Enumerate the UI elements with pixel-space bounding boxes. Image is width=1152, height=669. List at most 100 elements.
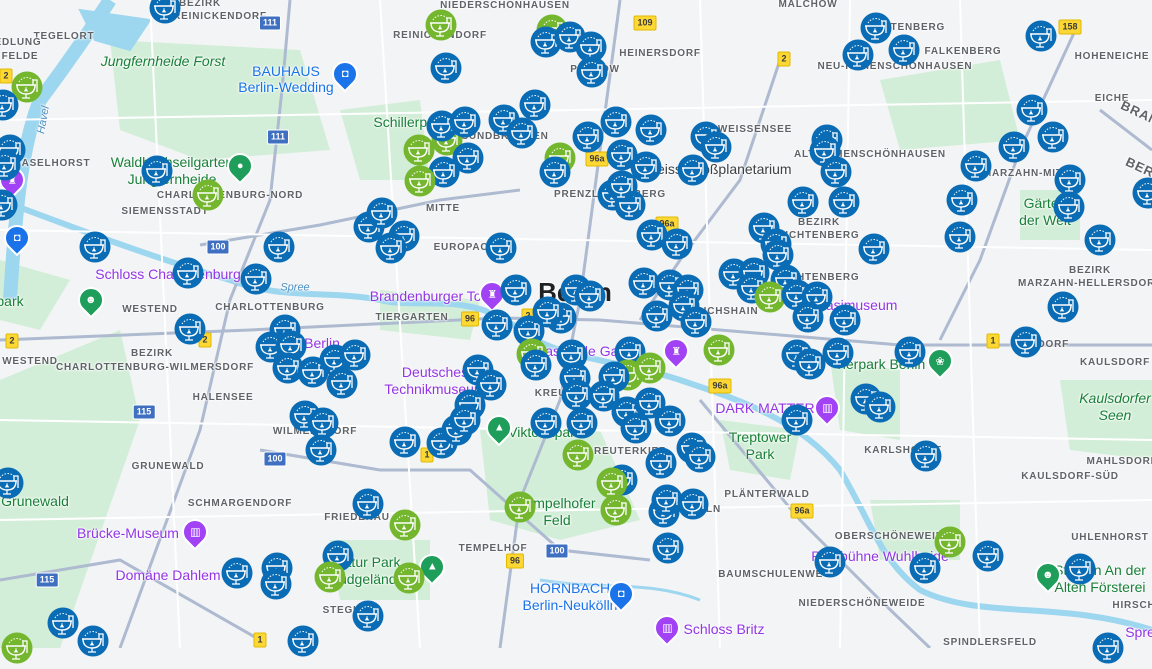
fountain-marker-blue[interactable] xyxy=(352,488,384,520)
poi-label[interactable]: Zeiss-Großplanetarium xyxy=(648,162,791,176)
fountain-marker-blue[interactable] xyxy=(822,337,854,369)
fountain-marker-blue[interactable] xyxy=(641,300,673,332)
park-label[interactable]: Feld xyxy=(543,513,570,527)
fountain-marker-blue[interactable] xyxy=(677,488,709,520)
fountain-marker-blue[interactable] xyxy=(532,296,564,328)
fountain-marker-blue[interactable] xyxy=(240,263,272,295)
fountain-marker-blue[interactable] xyxy=(430,52,462,84)
poi-label[interactable]: Berlin-Neukölln xyxy=(523,598,618,612)
fountain-marker-blue[interactable] xyxy=(0,467,24,499)
fountain-marker-blue[interactable] xyxy=(506,117,538,149)
fountain-marker-blue[interactable] xyxy=(530,407,562,439)
fountain-marker-blue[interactable] xyxy=(449,106,481,138)
fountain-marker-blue[interactable] xyxy=(858,233,890,265)
fountain-marker-blue[interactable] xyxy=(263,231,295,263)
fountain-marker-green[interactable] xyxy=(425,9,457,41)
fountain-marker-blue[interactable] xyxy=(1064,553,1096,585)
fountain-marker-blue[interactable] xyxy=(221,557,253,589)
fountain-marker-green[interactable] xyxy=(600,494,632,526)
fountain-marker-blue[interactable] xyxy=(792,301,824,333)
fountain-marker-blue[interactable] xyxy=(652,532,684,564)
fountain-marker-blue[interactable] xyxy=(389,426,421,458)
fountain-marker-blue[interactable] xyxy=(174,313,206,345)
poi-label[interactable]: BAUHAUS xyxy=(252,64,320,78)
fountain-marker-blue[interactable] xyxy=(1092,632,1124,664)
poi-label[interactable]: Brandenburger Tor xyxy=(370,289,486,303)
poi-label[interactable]: Schloss Britz xyxy=(684,622,765,636)
fountain-marker-green[interactable] xyxy=(389,509,421,541)
fountain-marker-blue[interactable] xyxy=(944,221,976,253)
fountain-marker-green[interactable] xyxy=(504,491,536,523)
fountain-marker-blue[interactable] xyxy=(539,156,571,188)
fountain-marker-blue[interactable] xyxy=(864,391,896,423)
fountain-marker-blue[interactable] xyxy=(481,309,513,341)
fountain-marker-blue[interactable] xyxy=(600,106,632,138)
fountain-marker-blue[interactable] xyxy=(574,280,606,312)
fountain-marker-green[interactable] xyxy=(404,165,436,197)
fountain-marker-green[interactable] xyxy=(562,439,594,471)
fountain-marker-blue[interactable] xyxy=(1037,121,1069,153)
poi-label[interactable]: Brücke-Museum xyxy=(77,526,179,540)
fountain-marker-blue[interactable] xyxy=(485,232,517,264)
fountain-marker-blue[interactable] xyxy=(1132,177,1152,209)
fountain-marker-blue[interactable] xyxy=(1025,20,1057,52)
fountain-marker-blue[interactable] xyxy=(781,404,813,436)
fountain-marker-green[interactable] xyxy=(393,562,425,594)
fountain-marker-blue[interactable] xyxy=(909,552,941,584)
fountain-marker-blue[interactable] xyxy=(645,447,677,479)
fountain-marker-blue[interactable] xyxy=(520,349,552,381)
fountain-marker-blue[interactable] xyxy=(375,232,407,264)
fountain-marker-blue[interactable] xyxy=(172,257,204,289)
poi-label[interactable]: Berlin-Wedding xyxy=(238,80,333,94)
park-label[interactable]: Seen xyxy=(1099,408,1132,422)
fountain-marker-green[interactable] xyxy=(703,334,735,366)
fountain-marker-blue[interactable] xyxy=(814,546,846,578)
fountain-marker-blue[interactable] xyxy=(449,404,481,436)
fountain-marker-blue[interactable] xyxy=(829,304,861,336)
fountain-marker-blue[interactable] xyxy=(1010,326,1042,358)
poi-label[interactable]: Domäne Dahlem xyxy=(115,568,220,582)
fountain-marker-blue[interactable] xyxy=(787,186,819,218)
fountain-marker-blue[interactable] xyxy=(635,114,667,146)
fountain-marker-blue[interactable] xyxy=(352,600,384,632)
park-label[interactable]: Jungfernheide Forst xyxy=(101,54,226,68)
fountain-marker-blue[interactable] xyxy=(305,434,337,466)
fountain-marker-blue[interactable] xyxy=(828,186,860,218)
fountain-marker-blue[interactable] xyxy=(500,274,532,306)
fountain-marker-blue[interactable] xyxy=(894,336,926,368)
fountain-marker-blue[interactable] xyxy=(260,568,292,600)
fountain-marker-blue[interactable] xyxy=(79,231,111,263)
fountain-marker-blue[interactable] xyxy=(141,155,173,187)
fountain-marker-blue[interactable] xyxy=(326,367,358,399)
park-label[interactable]: Kaulsdorfer xyxy=(1079,391,1151,405)
fountain-marker-blue[interactable] xyxy=(910,440,942,472)
fountain-marker-blue[interactable] xyxy=(47,607,79,639)
fountain-marker-blue[interactable] xyxy=(576,56,608,88)
fountain-marker-blue[interactable] xyxy=(661,228,693,260)
fountain-marker-blue[interactable] xyxy=(0,189,18,221)
fountain-marker-blue[interactable] xyxy=(620,412,652,444)
fountain-marker-blue[interactable] xyxy=(606,170,638,202)
fountain-marker-green[interactable] xyxy=(314,561,346,593)
fountain-marker-blue[interactable] xyxy=(149,0,181,24)
fountain-marker-green[interactable] xyxy=(1,632,33,664)
fountain-marker-blue[interactable] xyxy=(0,149,21,181)
fountain-marker-blue[interactable] xyxy=(946,184,978,216)
fountain-marker-blue[interactable] xyxy=(684,441,716,473)
fountain-marker-green[interactable] xyxy=(192,179,224,211)
fountain-marker-green[interactable] xyxy=(634,352,666,384)
fountain-marker-blue[interactable] xyxy=(960,150,992,182)
poi-label[interactable]: Spre xyxy=(1125,625,1152,639)
park-label[interactable]: Park xyxy=(746,447,775,461)
fountain-marker-blue[interactable] xyxy=(998,131,1030,163)
fountain-marker-blue[interactable] xyxy=(287,625,319,657)
poi-label[interactable]: Schloss Charlottenburg xyxy=(95,267,241,281)
fountain-marker-blue[interactable] xyxy=(566,407,598,439)
fountain-marker-blue[interactable] xyxy=(1047,291,1079,323)
fountain-marker-blue[interactable] xyxy=(820,156,852,188)
poi-label[interactable]: HORNBACH xyxy=(530,581,610,595)
fountain-marker-blue[interactable] xyxy=(0,89,19,121)
fountain-marker-blue[interactable] xyxy=(972,540,1004,572)
fountain-marker-blue[interactable] xyxy=(700,131,732,163)
fountain-marker-blue[interactable] xyxy=(888,34,920,66)
